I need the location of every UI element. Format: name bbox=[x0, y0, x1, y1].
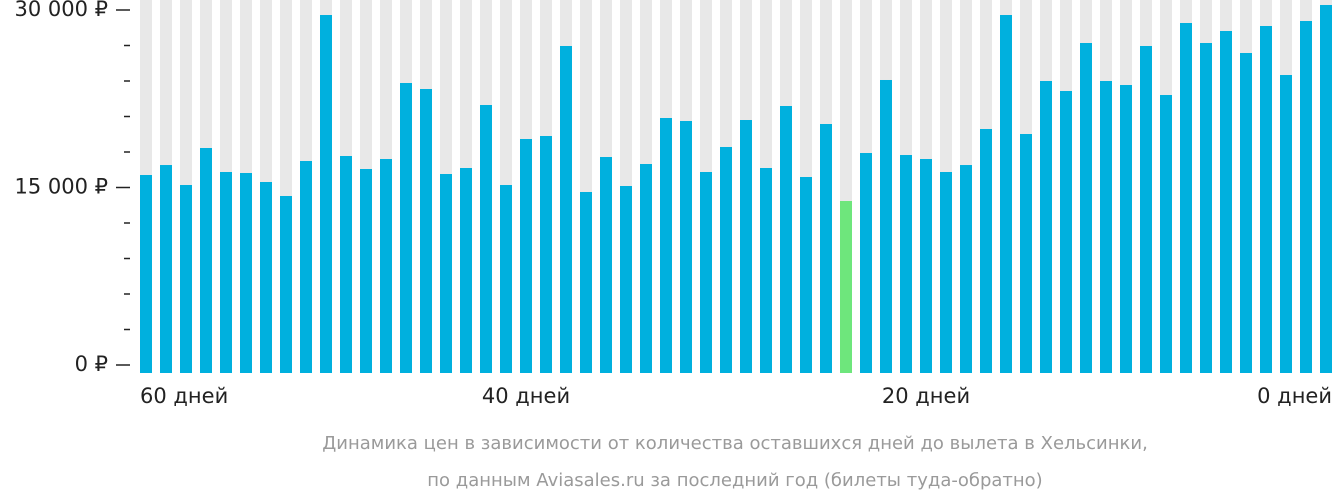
bar bbox=[660, 118, 672, 373]
bar bbox=[1080, 43, 1092, 373]
bar bbox=[1060, 90, 1072, 373]
bar bbox=[160, 165, 172, 373]
bar bbox=[800, 177, 812, 373]
bar bbox=[1300, 21, 1312, 373]
bar bbox=[920, 159, 932, 373]
bar bbox=[420, 88, 432, 374]
bar bbox=[1180, 23, 1192, 374]
bar bbox=[1000, 15, 1012, 374]
bar bbox=[1140, 45, 1152, 373]
x-tick-label: 60 дней bbox=[140, 384, 228, 408]
x-tick-label: 20 дней bbox=[882, 384, 970, 408]
bar bbox=[820, 124, 832, 373]
bar bbox=[1260, 25, 1272, 374]
bar bbox=[300, 161, 312, 373]
bar bbox=[960, 165, 972, 373]
bar bbox=[1320, 4, 1332, 373]
bar bbox=[640, 163, 652, 373]
bar bbox=[740, 120, 752, 373]
bar bbox=[1100, 81, 1112, 373]
y-tick-label: 0 ₽ bbox=[75, 352, 108, 376]
bar bbox=[340, 155, 352, 373]
bar bbox=[180, 185, 192, 373]
caption: по данным Aviasales.ru за последний год … bbox=[427, 470, 1042, 491]
bar bbox=[280, 195, 292, 373]
bar bbox=[140, 175, 152, 373]
bar bbox=[1240, 53, 1252, 374]
bar bbox=[480, 104, 492, 374]
bar bbox=[1040, 81, 1052, 373]
bar bbox=[880, 79, 892, 373]
bar bbox=[540, 136, 552, 373]
bar bbox=[400, 82, 412, 374]
bar bbox=[900, 155, 912, 373]
bar bbox=[460, 167, 472, 373]
bar bbox=[760, 167, 772, 373]
bar bbox=[220, 171, 232, 373]
bar bbox=[260, 181, 272, 373]
bar bbox=[1120, 84, 1132, 373]
bar bbox=[440, 173, 452, 373]
caption: Динамика цен в зависимости от количества… bbox=[322, 433, 1148, 454]
bar bbox=[1160, 94, 1172, 373]
bar bbox=[360, 169, 372, 373]
x-tick-label: 0 дней bbox=[1257, 384, 1332, 408]
x-tick-label: 40 дней bbox=[482, 384, 570, 408]
bar bbox=[560, 45, 572, 373]
bar bbox=[1220, 31, 1232, 374]
bar bbox=[580, 191, 592, 373]
bar bbox=[240, 173, 252, 373]
bar bbox=[1280, 75, 1292, 374]
bar bbox=[1200, 43, 1212, 373]
bar bbox=[720, 146, 732, 373]
bar bbox=[620, 185, 632, 373]
bar bbox=[860, 153, 872, 373]
bar bbox=[520, 138, 532, 373]
bar bbox=[600, 157, 612, 373]
bar bbox=[680, 120, 692, 373]
bar bbox=[840, 201, 852, 373]
y-tick-label: 30 000 ₽ bbox=[14, 0, 108, 21]
bar bbox=[380, 159, 392, 373]
bar bbox=[780, 106, 792, 373]
bar bbox=[940, 171, 952, 373]
bar bbox=[500, 185, 512, 373]
bar bbox=[1020, 134, 1032, 373]
bar bbox=[980, 128, 992, 373]
bar bbox=[320, 15, 332, 374]
y-tick-label: 15 000 ₽ bbox=[14, 175, 108, 199]
bar bbox=[700, 171, 712, 373]
bar bbox=[200, 148, 212, 373]
